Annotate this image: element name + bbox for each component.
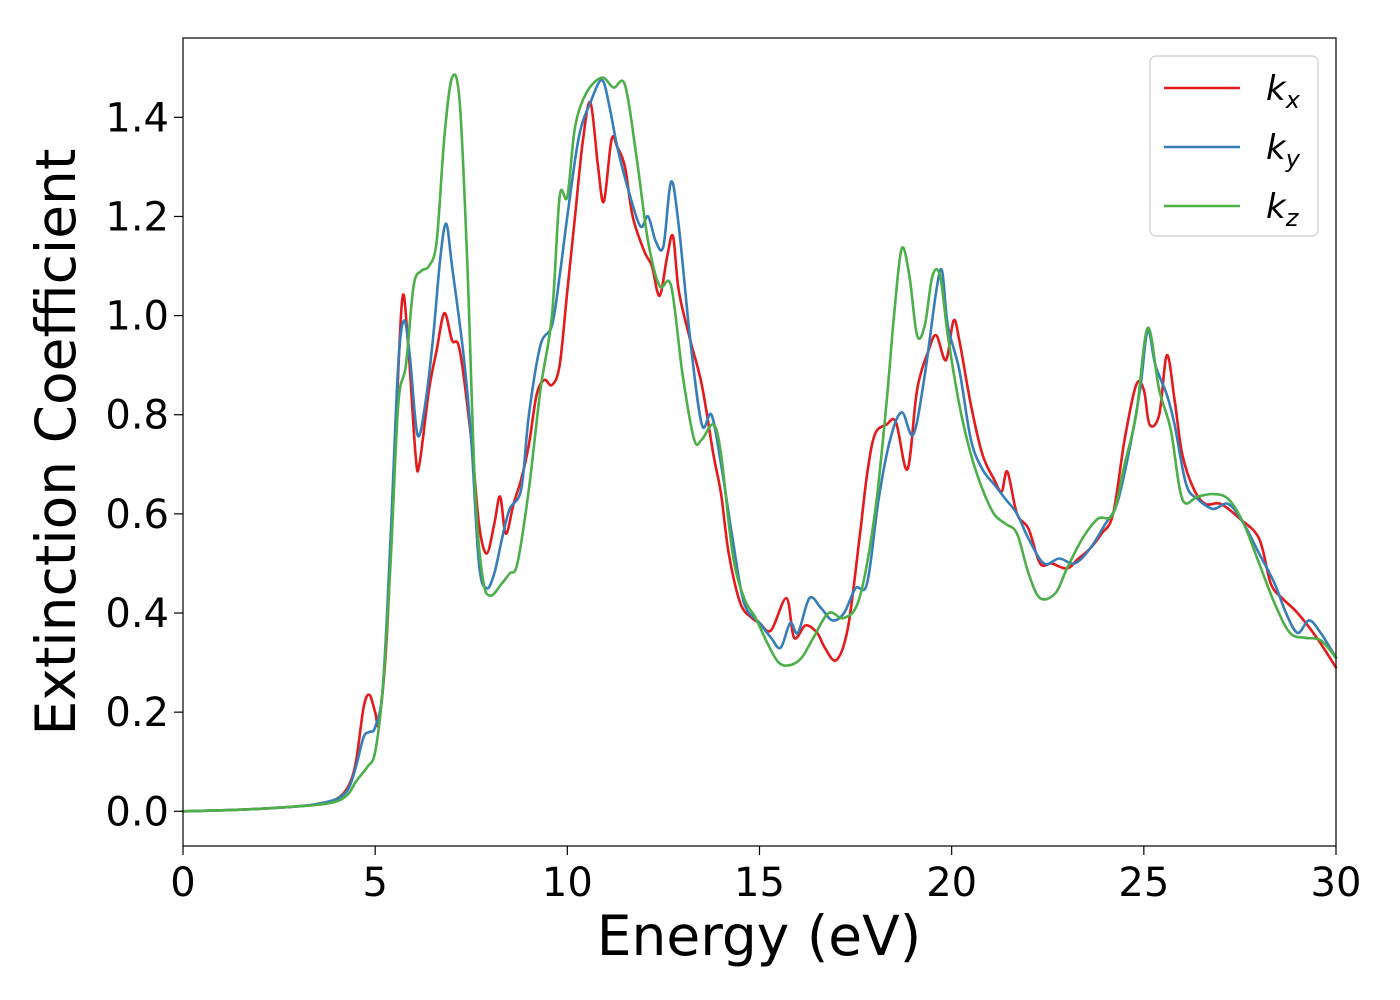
y-axis-title: Extinction Coefficient	[24, 149, 88, 736]
x-tick-label: 15	[734, 860, 785, 906]
x-tick-label: 5	[362, 860, 387, 906]
y-tick-label: 0.2	[105, 690, 169, 736]
y-axis: 0.0 0.2 0.4 0.6 0.8 1.0 1.2 1.4	[105, 95, 183, 835]
y-tick-label: 0.4	[105, 591, 169, 637]
y-tick-label: 1.0	[105, 294, 169, 340]
legend: kx ky kz	[1149, 55, 1319, 237]
x-tick-label: 30	[1311, 860, 1362, 906]
x-axis-title: Energy (eV)	[597, 904, 921, 968]
y-tick-label: 0.6	[105, 492, 169, 538]
legend-label-kx: kx	[1266, 69, 1301, 114]
y-tick-label: 0.8	[105, 393, 169, 439]
series-lines	[181, 73, 1338, 813]
x-tick-label: 25	[1118, 860, 1169, 906]
y-tick-label: 1.2	[105, 194, 169, 240]
x-tick-label: 20	[926, 860, 977, 906]
x-axis: 0 5 10 15 20 25 30	[170, 846, 1361, 906]
series-line-kx	[181, 100, 1338, 813]
x-tick-label: 0	[170, 860, 195, 906]
legend-label-ky: ky	[1266, 128, 1301, 173]
legend-label-kz: kz	[1266, 187, 1300, 232]
series-line-ky	[181, 78, 1338, 813]
y-tick-label: 1.4	[105, 95, 169, 141]
x-tick-label: 10	[542, 860, 593, 906]
series-line-kz	[181, 73, 1338, 813]
y-tick-label: 0.0	[105, 789, 169, 835]
